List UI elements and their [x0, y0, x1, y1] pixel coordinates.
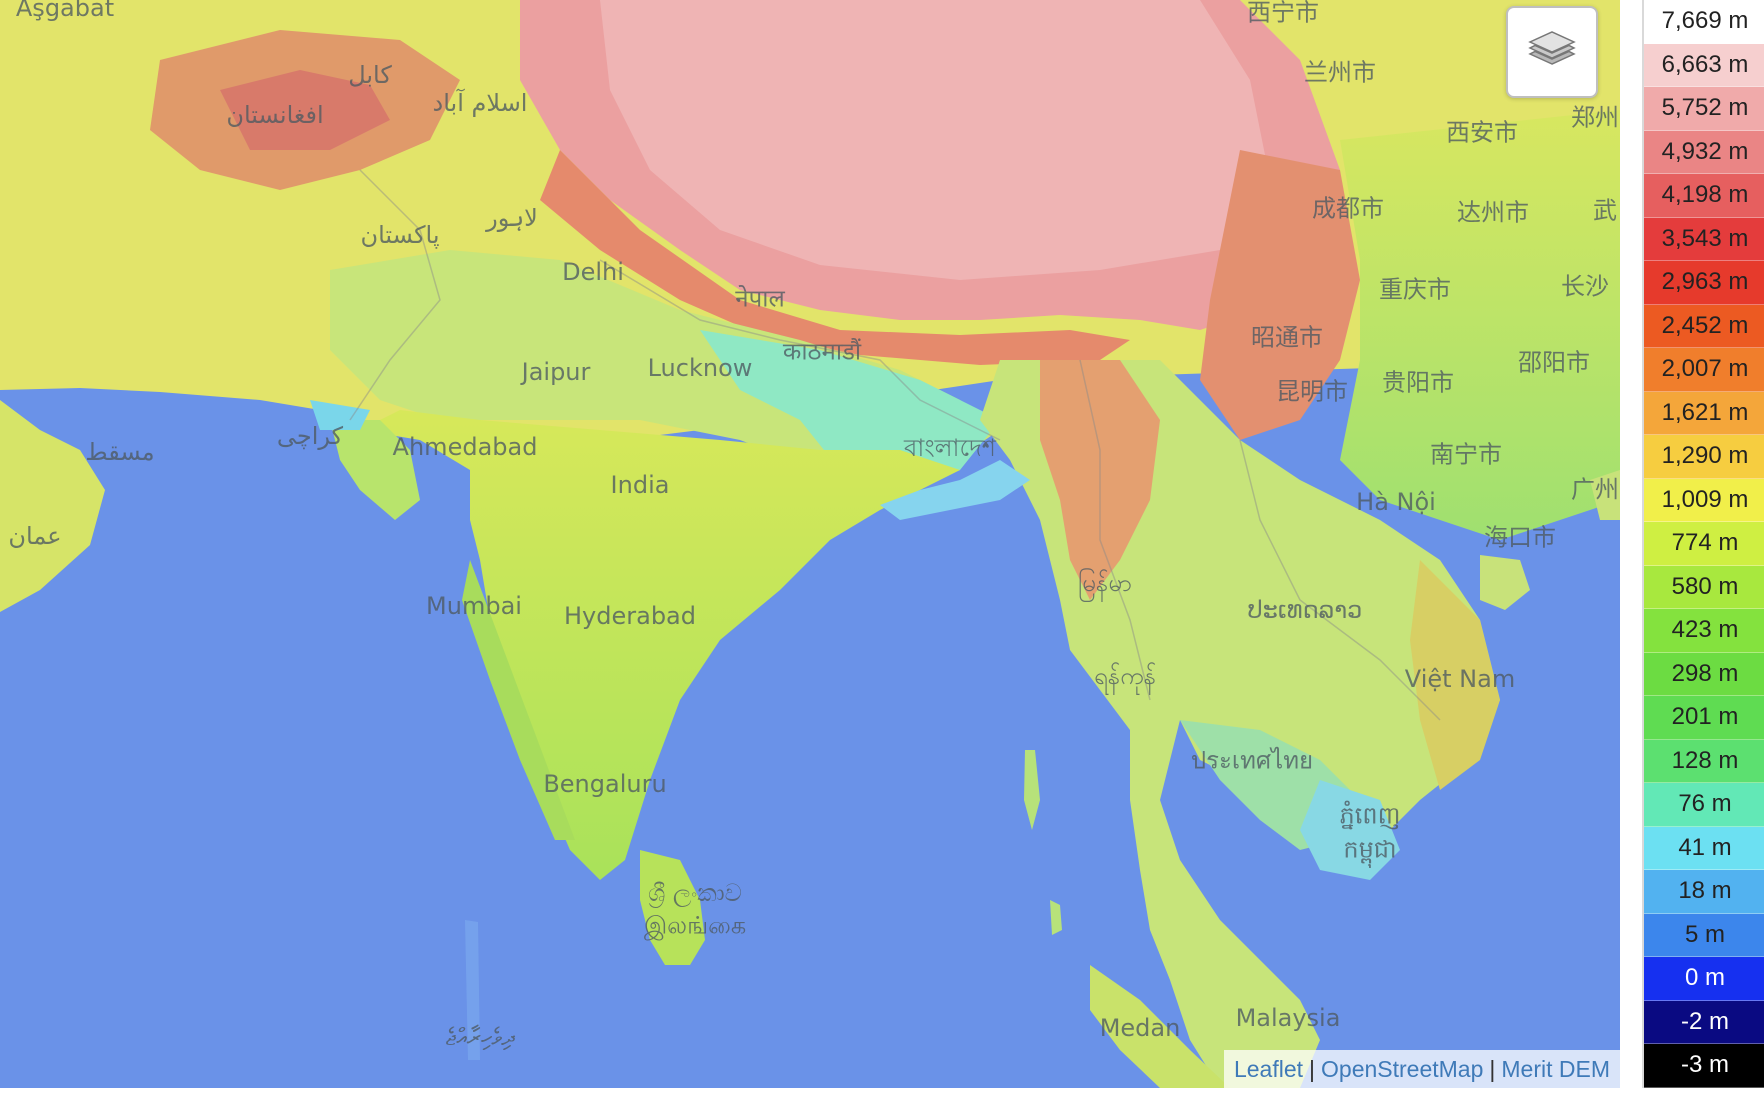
map-place-label: កម្ពុជា	[1343, 835, 1397, 864]
map-place-label: عمان	[8, 522, 62, 550]
legend-entry: 3,543 m	[1644, 217, 1764, 261]
map-place-label: کراچی	[276, 422, 344, 450]
legend-entry: -2 m	[1644, 1000, 1764, 1044]
map-place-label: 昭通市	[1251, 323, 1323, 352]
legend-entry: 298 m	[1644, 652, 1764, 696]
map-place-label: اسلام آباد	[432, 89, 528, 117]
legend-entry: 1,621 m	[1644, 391, 1764, 435]
attribution-leaflet-link[interactable]: Leaflet	[1233, 1055, 1304, 1082]
map-place-label: Medan	[1099, 1014, 1181, 1042]
attribution-osm-link[interactable]: OpenStreetMap	[1321, 1055, 1484, 1082]
map-place-label: Hà Nội	[1356, 488, 1436, 516]
map-place-label: Delhi	[562, 258, 624, 286]
attribution-separator: |	[1309, 1055, 1316, 1082]
map-place-label: 武	[1593, 196, 1617, 225]
legend-entry: 41 m	[1644, 826, 1764, 870]
map-place-label: Ahmedabad	[392, 433, 538, 461]
legend-entry: 774 m	[1644, 522, 1764, 566]
legend-entry: 128 m	[1644, 739, 1764, 783]
map-place-label: नेपाल	[735, 284, 785, 313]
legend-entry: 4,198 m	[1644, 174, 1764, 218]
map-place-label: مسقط	[85, 438, 155, 466]
legend-entry: 201 m	[1644, 696, 1764, 740]
map-place-label: Hyderabad	[564, 602, 696, 630]
map-place-label: Malaysia	[1235, 1004, 1341, 1032]
legend-entry: 2,963 m	[1644, 261, 1764, 305]
legend-entry: 2,452 m	[1644, 304, 1764, 348]
map-place-label: ශ්‍රී ලංකාව	[648, 879, 742, 907]
map-place-label: ประเทศไทย	[1190, 746, 1314, 775]
map-place-label: 昆明市	[1276, 377, 1348, 406]
legend-entry: 1,290 m	[1644, 435, 1764, 479]
legend-entry: 6,663 m	[1644, 43, 1764, 87]
legend-entry: 5,752 m	[1644, 87, 1764, 131]
legend-entry: 18 m	[1644, 870, 1764, 914]
map-place-label: 海口市	[1484, 523, 1556, 552]
layers-icon	[1528, 31, 1576, 65]
map-place-label: افغانستان	[226, 101, 324, 129]
map-place-label: 成都市	[1312, 194, 1384, 223]
layers-control-button[interactable]	[1506, 6, 1598, 98]
map-place-label: کابل	[348, 61, 392, 89]
map-place-label: ရန်ကုန်	[1093, 662, 1157, 690]
map-place-label: 邵阳市	[1518, 348, 1590, 377]
map-place-label: 重庆市	[1379, 275, 1451, 304]
legend-entry: 2,007 m	[1644, 348, 1764, 392]
elevation-map[interactable]: Aşgabat کابل افغانستان اسلام آباد لاہور پاکست…	[0, 0, 1620, 1088]
map-place-label: 南宁市	[1430, 440, 1502, 469]
legend-entry: 1,009 m	[1644, 478, 1764, 522]
map-place-label: 长沙	[1561, 272, 1609, 301]
legend-entry: 5 m	[1644, 913, 1764, 957]
map-place-label: لاہور	[486, 204, 538, 232]
legend-entry: -3 m	[1644, 1044, 1764, 1088]
elevation-legend: 7,669 m 6,663 m 5,752 m 4,932 m 4,198 m 3,543…	[1642, 0, 1764, 1088]
map-place-label: ភ្នំពេញ	[1339, 801, 1401, 830]
map-place-label: 达州市	[1457, 198, 1529, 227]
legend-entry: 580 m	[1644, 565, 1764, 609]
map-attribution: Leaflet | OpenStreetMap | Merit DEM	[1223, 1050, 1620, 1088]
map-place-label: 贵阳市	[1382, 368, 1454, 397]
map-place-label: India	[610, 471, 670, 499]
attribution-separator: |	[1489, 1055, 1496, 1082]
map-place-label: বাংলাদেশ	[904, 434, 996, 462]
map-place-label: ދިވެހިރާއްޖެ	[445, 1023, 515, 1051]
legend-entry: 423 m	[1644, 609, 1764, 653]
map-place-label: Aşgabat	[15, 0, 115, 22]
map-place-label: 兰州市	[1304, 58, 1376, 87]
map-place-label: Mumbai	[426, 592, 522, 620]
map-place-label: မြန်မာ	[1078, 569, 1132, 597]
map-place-label: काठमाडौं	[782, 337, 862, 366]
map-place-label: 郑州	[1571, 103, 1619, 132]
legend-entry: 0 m	[1644, 957, 1764, 1001]
terrain-layer	[0, 0, 1620, 1088]
map-place-label: 西安市	[1446, 118, 1518, 147]
legend-entry: 7,669 m	[1644, 0, 1764, 44]
legend-entry: 4,932 m	[1644, 130, 1764, 174]
attribution-dem-link[interactable]: Merit DEM	[1501, 1055, 1610, 1082]
map-place-label: இலங்கை	[643, 911, 747, 940]
map-place-label: پاکستان	[360, 221, 440, 249]
map-place-label: Jaipur	[521, 358, 591, 386]
map-place-label: 西宁市	[1247, 0, 1319, 27]
map-place-label: 广州	[1571, 475, 1619, 504]
legend-entry: 76 m	[1644, 783, 1764, 827]
map-place-label: ປະເທດລາວ	[1247, 596, 1363, 624]
map-place-label: Việt Nam	[1404, 665, 1516, 693]
map-place-label: Lucknow	[647, 354, 753, 382]
map-place-label: Bengaluru	[543, 770, 667, 798]
